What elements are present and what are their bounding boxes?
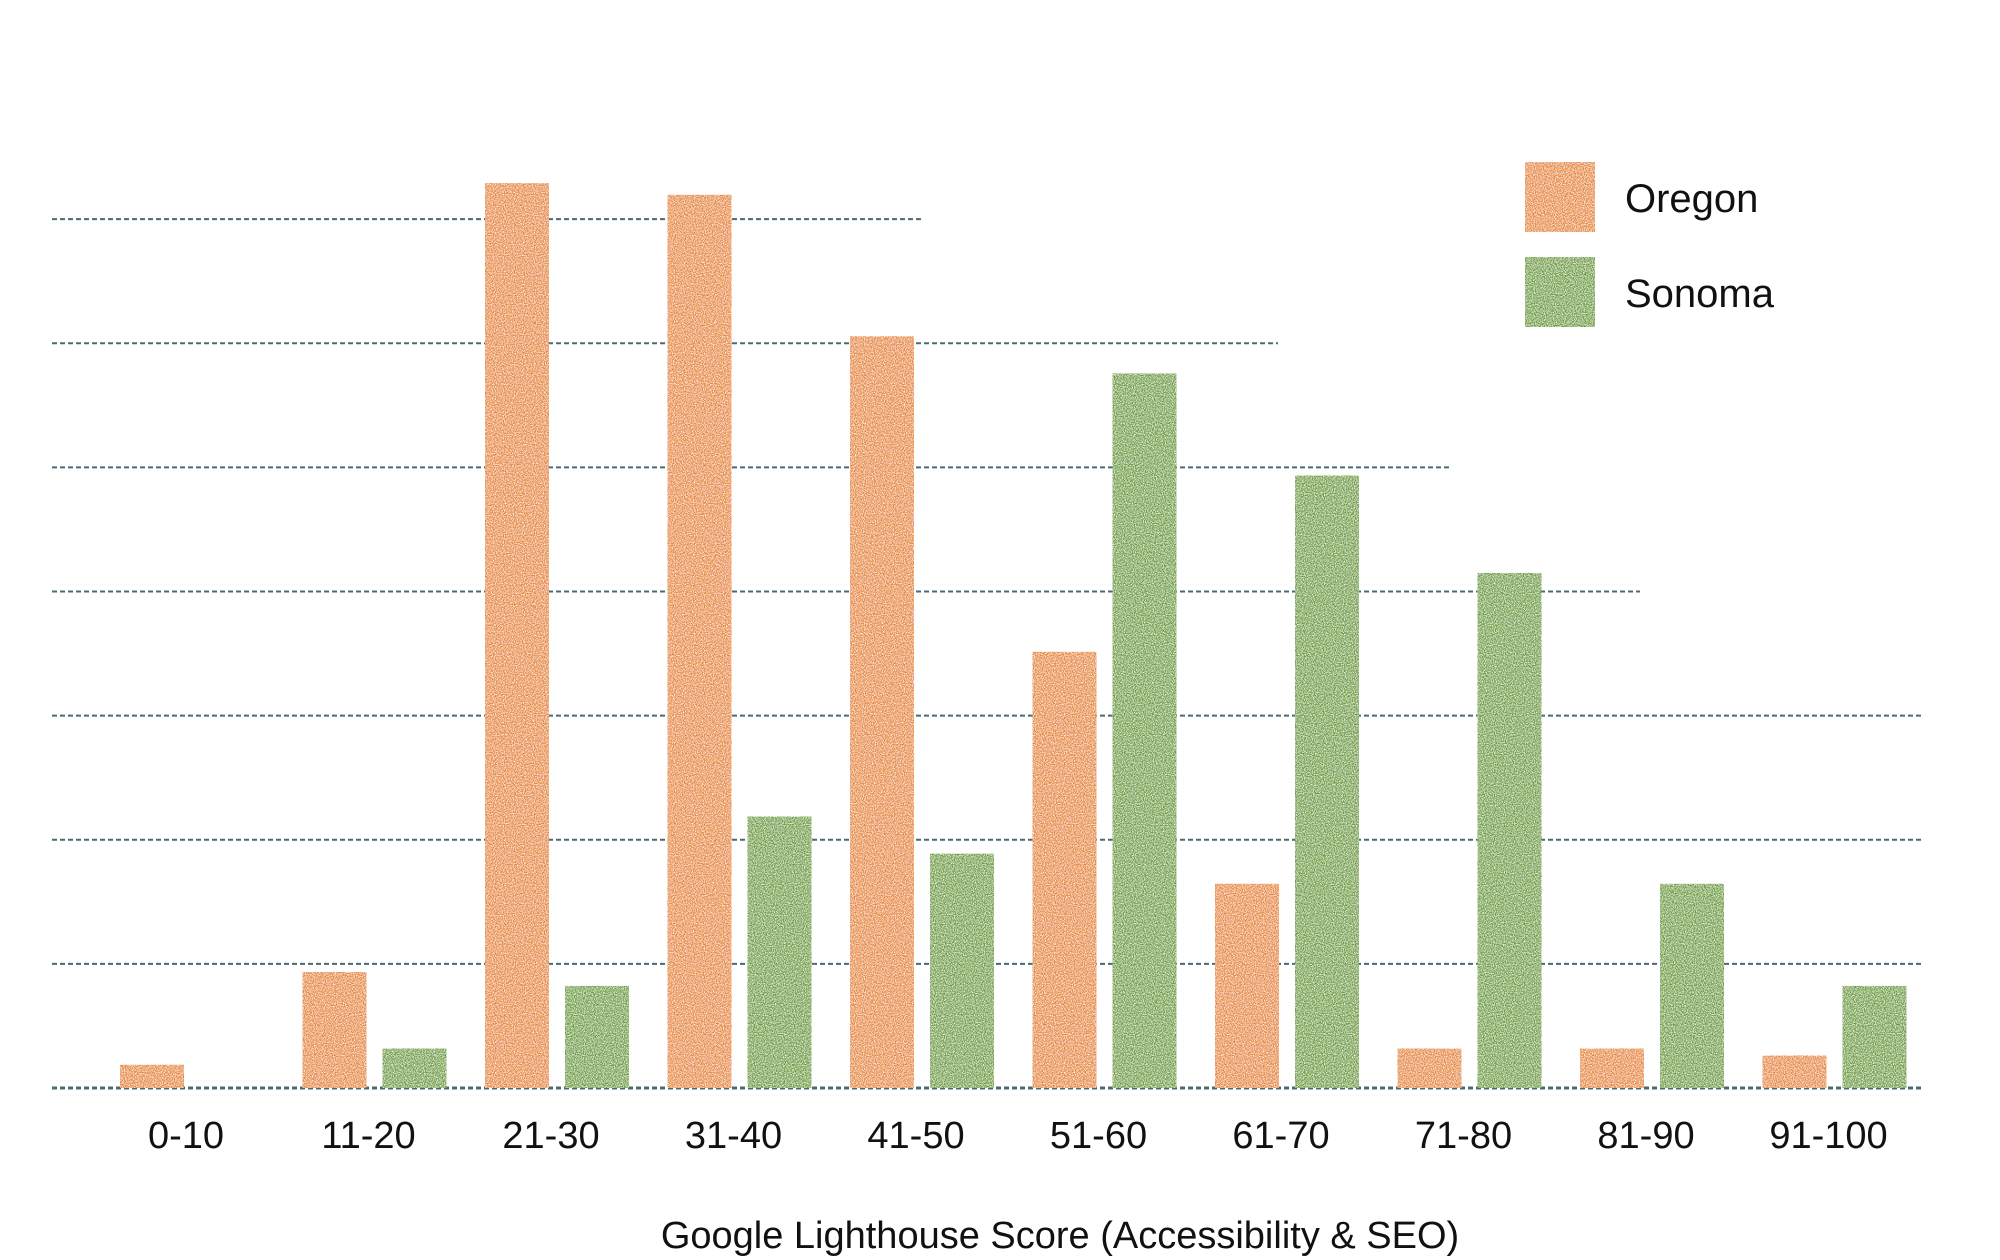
bar-sonoma-11-20 — [382, 1048, 447, 1088]
bar-sonoma-71-80 — [1477, 572, 1542, 1088]
bar-oregon-91-100 — [1762, 1055, 1827, 1088]
bar-oregon-81-90 — [1580, 1048, 1644, 1088]
x-tick-label: 11-20 — [321, 1115, 415, 1157]
legend-swatch-sonoma — [1525, 257, 1595, 327]
bar-oregon-51-60 — [1032, 651, 1097, 1088]
bar-oregon-71-80 — [1397, 1048, 1462, 1088]
legend: Oregon Sonoma — [1525, 162, 1775, 327]
bar-oregon-61-70 — [1215, 883, 1279, 1088]
x-tick-label: 71-80 — [1415, 1115, 1512, 1157]
legend-label-sonoma: Sonoma — [1625, 272, 1775, 316]
x-tick-label: 41-50 — [867, 1115, 964, 1157]
bar-sonoma-41-50 — [930, 853, 994, 1088]
bar-oregon-31-40 — [667, 194, 732, 1089]
bar-oregon-21-30 — [485, 183, 549, 1088]
x-tick-label: 91-100 — [1769, 1115, 1887, 1157]
x-tick-label: 21-30 — [502, 1115, 599, 1157]
x-tick-label: 0-10 — [148, 1115, 224, 1157]
legend-label-oregon: Oregon — [1625, 177, 1758, 221]
legend-swatch-oregon — [1525, 162, 1595, 232]
bar-sonoma-61-70 — [1295, 475, 1359, 1088]
bar-sonoma-31-40 — [747, 816, 812, 1088]
x-tick-label: 31-40 — [685, 1115, 782, 1157]
bar-oregon-0-10 — [120, 1064, 184, 1088]
bar-sonoma-51-60 — [1112, 373, 1177, 1088]
bars — [120, 183, 1907, 1089]
bar-oregon-11-20 — [302, 972, 367, 1088]
bar-oregon-41-50 — [850, 336, 914, 1088]
x-axis-title: Google Lighthouse Score (Accessibility &… — [661, 1215, 1459, 1257]
x-tick-labels: 0-10 11-20 21-30 31-40 41-50 51-60 61-70 71-80 8… — [148, 1115, 1888, 1157]
x-tick-label: 61-70 — [1232, 1115, 1329, 1157]
x-tick-label: 51-60 — [1050, 1115, 1147, 1157]
bar-sonoma-21-30 — [565, 985, 629, 1088]
bar-sonoma-81-90 — [1660, 883, 1724, 1088]
x-tick-label: 81-90 — [1597, 1115, 1694, 1157]
bar-sonoma-91-100 — [1842, 985, 1907, 1088]
